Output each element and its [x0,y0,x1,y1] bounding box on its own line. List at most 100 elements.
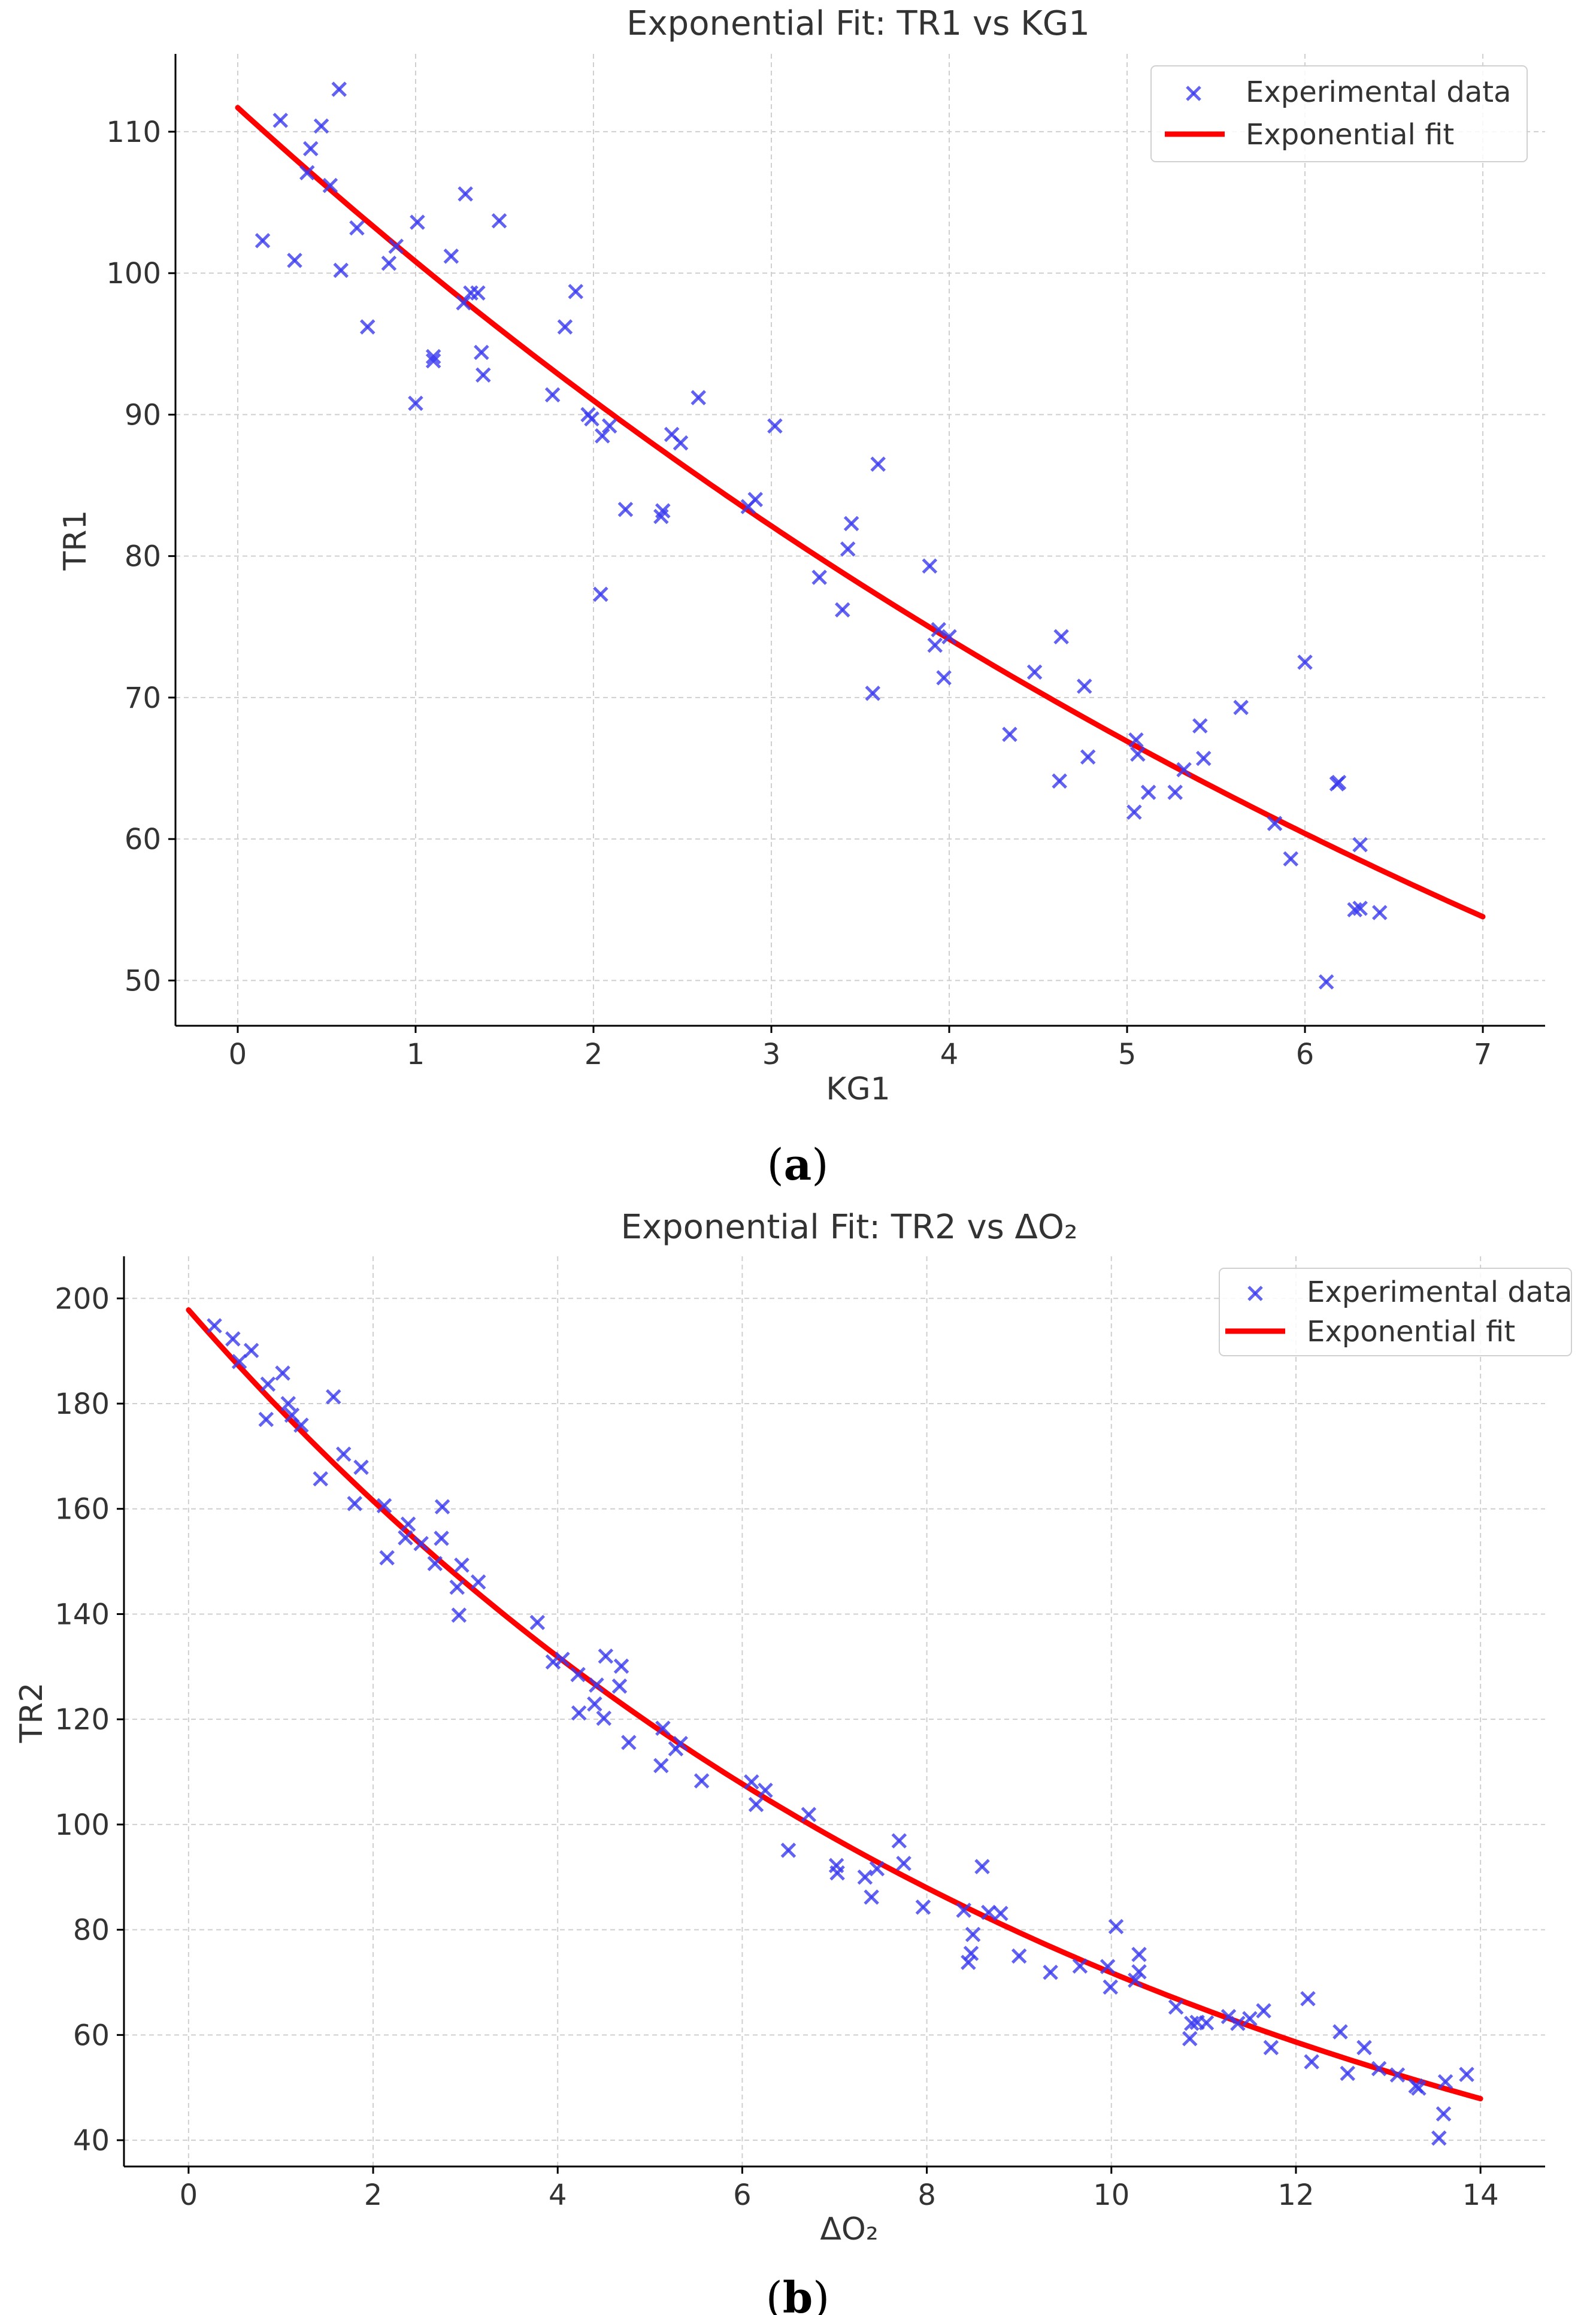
data-point [801,1807,817,1822]
data-point [1256,2003,1271,2019]
y-tick-label: 50 [125,964,161,998]
data-point [425,353,441,369]
data-point [993,1905,1009,1922]
data-point [331,81,347,97]
y-tick-label: 90 [125,398,161,432]
data-point [780,1843,797,1858]
data-point [458,186,473,202]
data-point [388,238,404,254]
data-point [1352,901,1368,916]
data-point [1128,732,1144,748]
x-axis-label: KG1 [826,1071,890,1107]
data-point [655,503,671,519]
data-point [974,1859,990,1874]
y-axis-label: TR1 [57,510,93,571]
x-tick-label: 5 [1118,1038,1137,1071]
data-point [1411,2080,1427,2096]
data-point [260,1376,276,1392]
data-point [225,1331,241,1347]
caption-b: (b) [766,2272,830,2315]
data-point [434,1531,449,1546]
data-point [1192,718,1208,734]
data-point [1459,2066,1474,2083]
data-point [408,395,423,411]
data-point [961,1955,976,1970]
data-point [454,1557,470,1573]
y-tick-label: 80 [125,540,161,574]
x-tick-label: 6 [733,2178,752,2212]
data-point [613,1658,629,1674]
data-point [1221,2008,1237,2025]
x-tick-label: 0 [180,2178,198,2212]
y-tick-label: 160 [54,1493,110,1526]
data-point [956,1902,971,1918]
x-tick-label: 10 [1093,2178,1129,2212]
data-point [1108,1919,1124,1935]
data-point [287,253,302,268]
x-tick-label: 6 [1296,1038,1315,1071]
x-tick-label: 4 [549,2178,567,2212]
data-point [400,1516,416,1532]
data-point [891,1833,907,1849]
y-tick-label: 80 [73,1914,110,1947]
data-point [611,1678,628,1694]
data-point [1340,2065,1356,2081]
data-point [1198,2015,1215,2031]
data-point [1304,2054,1319,2069]
data-point [470,1574,486,1590]
legend-label-fit: Exponential fit [1246,118,1454,151]
data-point [275,1365,290,1381]
y-tick-label: 70 [125,681,161,715]
data-point [596,1710,612,1726]
data-point [758,1783,773,1798]
data-point [584,411,599,427]
data-point [1318,974,1334,990]
data-point [258,1411,274,1428]
data-point [570,1666,586,1683]
data-point [1371,2061,1387,2077]
data-point [829,1865,845,1881]
data-point [1184,2016,1200,2031]
data-point [349,220,365,236]
data-point [963,1946,979,1961]
data-point [936,670,952,686]
x-tick-label: 4 [940,1038,959,1071]
data-point [302,141,319,157]
data-point [313,118,329,134]
data-point [326,1389,341,1405]
data-point [1002,726,1017,743]
data-point [1332,2024,1348,2040]
x-tick-label: 14 [1462,2178,1499,2212]
data-point [1168,1999,1184,2015]
data-point [255,233,271,249]
data-point [1242,2011,1258,2026]
data-point [693,1773,710,1789]
data-point [896,1856,911,1871]
x-tick-label: 1 [407,1038,425,1071]
data-point [1182,2031,1198,2047]
data-point [299,165,315,181]
data-point [443,249,459,264]
data-point [293,1417,309,1433]
y-tick-label: 200 [54,1282,110,1316]
data-point [427,1556,443,1571]
data-point [571,1705,587,1721]
y-tick-label: 100 [106,257,161,290]
data-point [1372,905,1388,920]
legend-marker-x [1247,1286,1263,1301]
data-point [1230,2016,1246,2031]
y-tick-label: 110 [106,116,161,149]
data-point [360,319,375,335]
data-point [335,1446,352,1462]
data-point [434,1499,450,1514]
data-point [491,213,507,229]
data-point [931,622,946,638]
data-point [529,1614,546,1631]
caption-a: (a) [767,1139,829,1190]
y-tick-label: 100 [54,1808,110,1842]
legend-x-glyph [1186,86,1201,101]
data-point [544,387,561,403]
data-point [1331,774,1347,790]
data-point [376,1498,392,1514]
panel-b: 0 2 4 6 8 10 12 14 40 60 80 100 120 140 160 180 200 Expo… [14,1208,1572,2315]
